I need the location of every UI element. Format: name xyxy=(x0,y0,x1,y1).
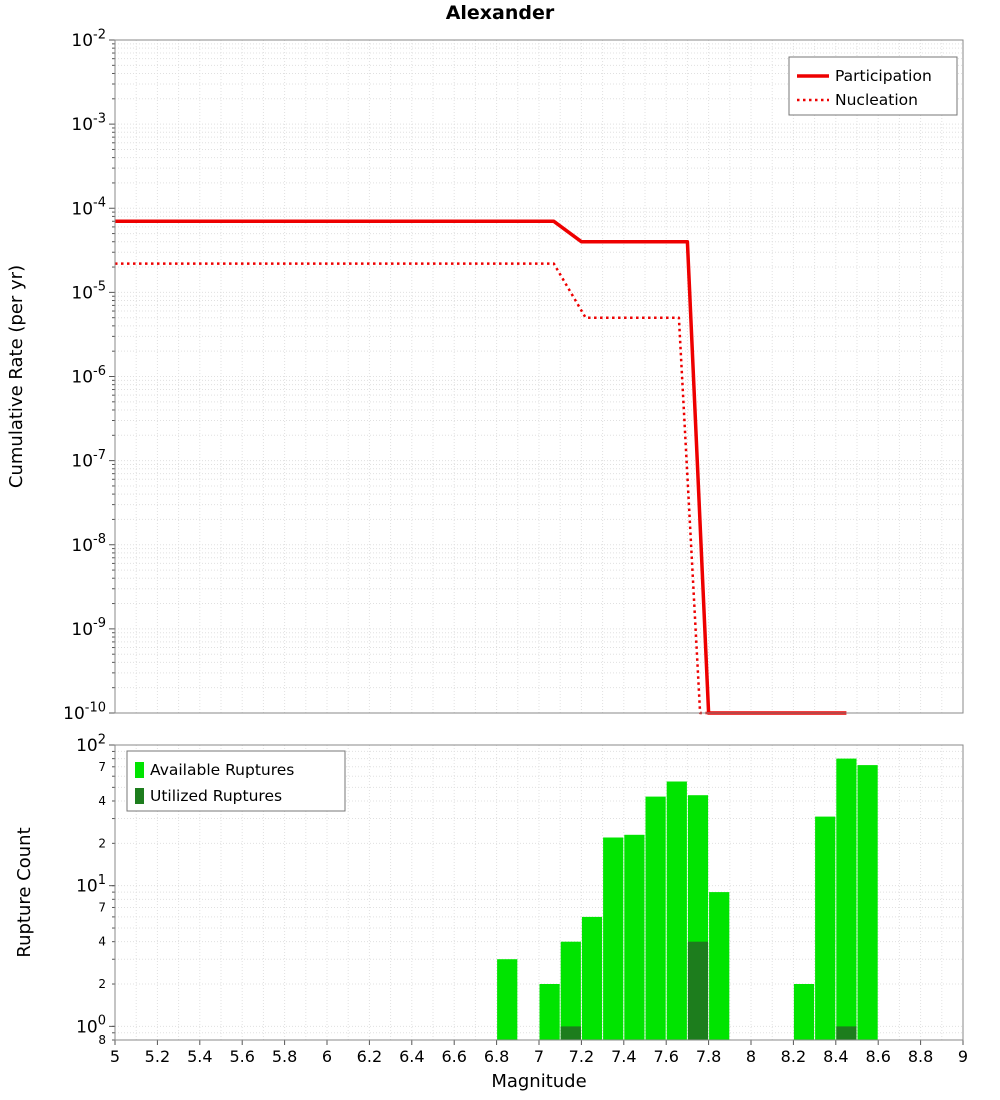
x-axis-tick-label: 7.2 xyxy=(569,1047,594,1066)
legend-box xyxy=(788,56,958,116)
x-axis-tick-label: 8.6 xyxy=(865,1047,890,1066)
plot-border xyxy=(114,39,964,714)
y-axis-title: Rupture Count xyxy=(14,827,35,957)
x-axis-tick-label: 7.8 xyxy=(696,1047,721,1066)
rate-legend: Participation Nucleation xyxy=(788,56,958,116)
axis-minor-tick-label: 7 xyxy=(98,900,106,914)
axis-tick-label: 10-5 xyxy=(71,280,106,304)
x-axis-tick-label: 6.8 xyxy=(484,1047,509,1066)
x-axis-tick-label: 8.2 xyxy=(781,1047,806,1066)
x-axis-tick-label: 6.4 xyxy=(399,1047,424,1066)
y-axis-title: Cumulative Rate (per yr) xyxy=(6,265,27,488)
cumulative-rate-chart: 10-2 10-3 10-4 10-5 10-6 10-7 10-8 10-9 10-10 Par… xyxy=(6,27,964,724)
axis-ticks xyxy=(109,39,115,714)
x-axis-title: Magnitude xyxy=(491,1071,586,1092)
axis-minor-tick-label: 8 xyxy=(98,1033,106,1047)
legend-item-label: Available Ruptures xyxy=(150,761,294,779)
bar xyxy=(836,1026,857,1040)
x-axis-tick-label: 6.2 xyxy=(357,1047,382,1066)
axis-tick-label: 10-6 xyxy=(71,364,106,388)
x-axis-tick-label: 7.4 xyxy=(611,1047,636,1066)
axis-tick-label: 10-4 xyxy=(71,196,106,220)
bar xyxy=(815,816,836,1040)
axis-tick-label: 10-2 xyxy=(71,27,106,51)
axis-minor-tick-label: 4 xyxy=(98,794,106,808)
plot-border xyxy=(114,744,964,1041)
legend-item-label: Nucleation xyxy=(835,91,918,109)
bar xyxy=(645,796,666,1040)
x-axis-tick-label: 5.2 xyxy=(145,1047,170,1066)
axis-minor-tick-label: 7 xyxy=(98,760,106,774)
x-axis-tick-label: 8.4 xyxy=(823,1047,848,1066)
bar xyxy=(560,941,581,1040)
legend-item-label: Participation xyxy=(835,67,932,85)
bar xyxy=(687,941,709,1040)
chart-title: Alexander xyxy=(445,2,555,24)
bar xyxy=(539,984,560,1040)
bar xyxy=(666,781,687,1040)
axis-tick-label: 100 xyxy=(76,1014,106,1038)
available-ruptures-legend-swatch xyxy=(135,762,144,778)
axis-minor-tick-label: 2 xyxy=(98,977,106,991)
axis-tick-label: 10-8 xyxy=(71,532,106,556)
bar xyxy=(581,916,603,1040)
bar xyxy=(709,892,730,1040)
grid xyxy=(115,40,963,713)
x-axis-tick-label: 5.6 xyxy=(229,1047,254,1066)
axis-minor-tick-label: 2 xyxy=(98,836,106,850)
x-axis-tick-label: 7.6 xyxy=(653,1047,678,1066)
axis-tick-label: 102 xyxy=(76,732,106,756)
utilized-ruptures-legend-swatch xyxy=(135,788,144,804)
x-axis-tick-label: 9 xyxy=(958,1047,968,1066)
bar xyxy=(793,984,815,1040)
legend-item-label: Utilized Ruptures xyxy=(150,787,282,805)
axis-tick-label: 10-7 xyxy=(71,448,106,472)
axis-tick-label: 10-9 xyxy=(71,616,106,640)
utilized-ruptures-bars xyxy=(560,941,857,1040)
axis-tick-label: 101 xyxy=(76,873,106,897)
x-axis-tick-label: 6 xyxy=(322,1047,332,1066)
axis-tick-label: 10-3 xyxy=(71,111,106,135)
legend-box xyxy=(126,750,346,812)
x-axis-tick-label: 5.8 xyxy=(272,1047,297,1066)
x-axis-tick-label: 5 xyxy=(110,1047,120,1066)
bar xyxy=(497,959,518,1040)
x-axis-tick-label: 7 xyxy=(534,1047,544,1066)
x-axis-tick-label: 8.8 xyxy=(908,1047,933,1066)
rupture-count-chart: 100 101 102 8 2 4 7 2 4 7 5 5.2 5.4 5.6 5.8 6 6.2 6.4 6.6 6… xyxy=(14,732,968,1092)
bar xyxy=(560,1026,581,1040)
x-axis-tick-label: 8 xyxy=(746,1047,756,1066)
axis-tick-label: 10-10 xyxy=(63,700,106,724)
x-axis-tick-label: 6.6 xyxy=(441,1047,466,1066)
bar xyxy=(603,837,624,1040)
count-legend: Available Ruptures Utilized Ruptures xyxy=(126,750,346,812)
bar xyxy=(624,834,645,1040)
axis-minor-tick-label: 4 xyxy=(98,935,106,949)
x-axis-tick-label: 5.4 xyxy=(187,1047,212,1066)
bar xyxy=(836,758,857,1040)
bar xyxy=(857,765,878,1040)
